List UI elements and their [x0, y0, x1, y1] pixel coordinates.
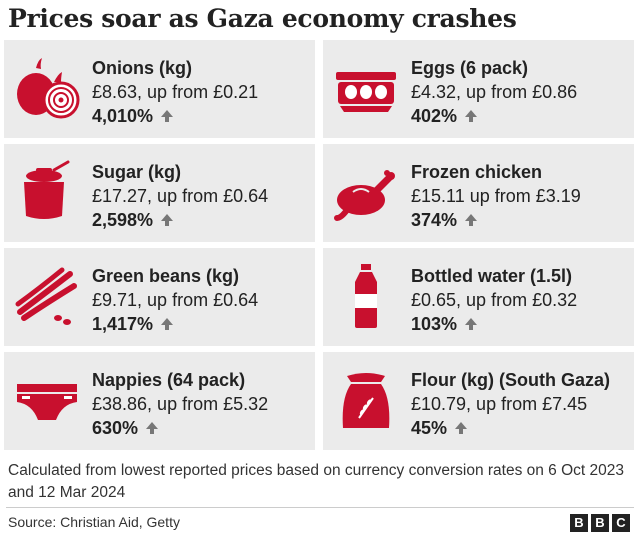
item-increase: 45% — [411, 416, 630, 440]
item-card-eggs: Eggs (6 pack) £4.32, up from £0.86 402% — [323, 40, 634, 138]
nappy-icon — [14, 368, 80, 434]
item-name: Nappies (64 pack) — [92, 370, 246, 390]
item-card-onions: Onions (kg) £8.63, up from £0.21 4,010% — [4, 40, 315, 138]
item-card-green-beans: Green beans (kg) £9.71, up from £0.64 1,… — [4, 248, 315, 346]
item-price: £0.65, up from £0.32 — [411, 290, 578, 310]
green-beans-icon — [14, 264, 80, 330]
water-bottle-icon — [333, 264, 399, 330]
price-grid: Onions (kg) £8.63, up from £0.21 4,010% … — [0, 40, 640, 450]
increase-value: 103% — [411, 314, 458, 334]
logo-letter: B — [591, 514, 609, 532]
egg-carton-icon — [333, 56, 399, 122]
divider — [6, 507, 634, 508]
item-price: £15.11 up from £3.19 — [411, 186, 581, 206]
logo-letter: C — [612, 514, 630, 532]
item-increase: 402% — [411, 104, 630, 128]
item-price: £17.27, up from £0.64 — [92, 186, 269, 206]
source-credit: Source: Christian Aid, Getty — [8, 514, 180, 530]
arrow-up-icon — [464, 213, 478, 227]
arrow-up-icon — [160, 213, 174, 227]
item-card-bottled-water: Bottled water (1.5l) £0.65, up from £0.3… — [323, 248, 634, 346]
item-increase: 1,417% — [92, 312, 311, 336]
item-increase: 630% — [92, 416, 311, 440]
methodology-note: Calculated from lowest reported prices b… — [8, 462, 625, 501]
flour-sack-icon — [333, 368, 399, 434]
item-card-chicken: Frozen chicken £15.11 up from £3.19 374% — [323, 144, 634, 242]
page-title: Prices soar as Gaza economy crashes — [8, 4, 517, 33]
increase-value: 4,010% — [92, 106, 154, 126]
increase-value: 630% — [92, 418, 139, 438]
item-price: £38.86, up from £5.32 — [92, 394, 269, 414]
item-name: Green beans (kg) — [92, 266, 240, 286]
item-name: Onions (kg) — [92, 58, 192, 78]
arrow-up-icon — [464, 109, 478, 123]
item-name: Sugar (kg) — [92, 162, 182, 182]
item-price: £8.63, up from £0.21 — [92, 82, 259, 102]
arrow-up-icon — [160, 109, 174, 123]
item-name: Eggs (6 pack) — [411, 58, 529, 78]
increase-value: 45% — [411, 418, 448, 438]
arrow-up-icon — [464, 317, 478, 331]
item-name: Bottled water (1.5l) — [411, 266, 573, 286]
item-price: £9.71, up from £0.64 — [92, 290, 259, 310]
roast-chicken-icon — [333, 160, 399, 226]
item-card-nappies: Nappies (64 pack) £38.86, up from £5.32 … — [4, 352, 315, 450]
item-name: Flour (kg) (South Gaza) — [411, 370, 610, 390]
item-name: Frozen chicken — [411, 162, 543, 182]
item-price: £10.79, up from £7.45 — [411, 394, 588, 414]
item-card-sugar: Sugar (kg) £17.27, up from £0.64 2,598% — [4, 144, 315, 242]
onion-icon — [14, 56, 80, 122]
increase-value: 2,598% — [92, 210, 154, 230]
item-increase: 374% — [411, 208, 630, 232]
arrow-up-icon — [160, 317, 174, 331]
arrow-up-icon — [454, 421, 468, 435]
arrow-up-icon — [145, 421, 159, 435]
item-increase: 4,010% — [92, 104, 311, 128]
item-card-flour: Flour (kg) (South Gaza) £10.79, up from … — [323, 352, 634, 450]
logo-letter: B — [570, 514, 588, 532]
increase-value: 1,417% — [92, 314, 154, 334]
sugar-bowl-icon — [14, 160, 80, 226]
increase-value: 374% — [411, 210, 458, 230]
increase-value: 402% — [411, 106, 458, 126]
item-increase: 103% — [411, 312, 630, 336]
bbc-logo: B B C — [570, 514, 630, 532]
item-price: £4.32, up from £0.86 — [411, 82, 578, 102]
item-increase: 2,598% — [92, 208, 311, 232]
